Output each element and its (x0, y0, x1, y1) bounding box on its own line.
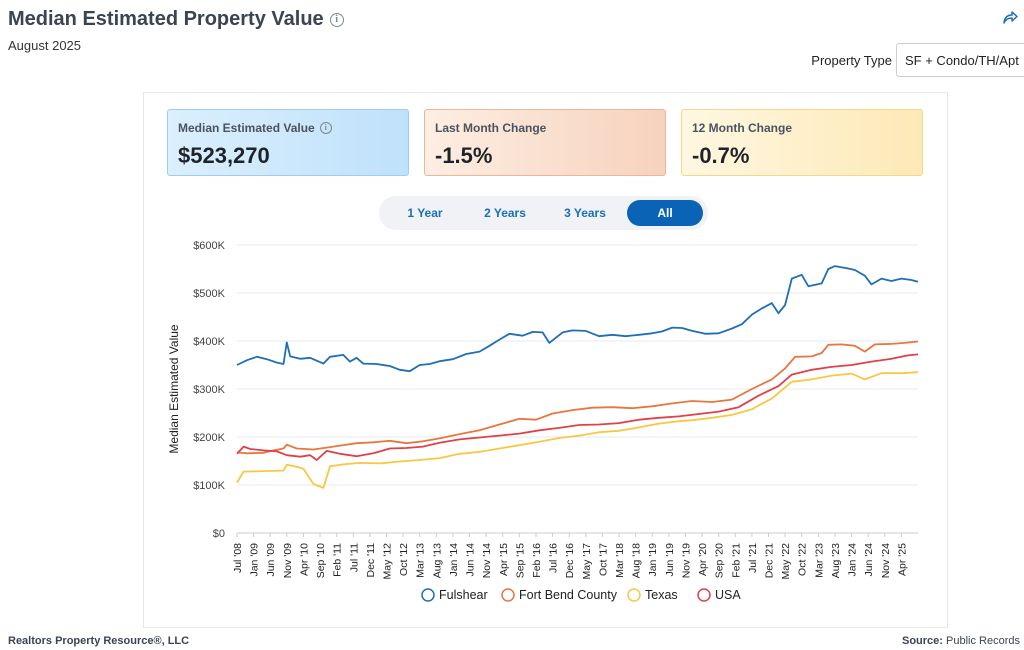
kpi-12-month-change: 12 Month Change -0.7% (681, 109, 923, 176)
x-tick-label: Feb '21 (730, 543, 742, 578)
x-tick-label: Nov '19 (680, 543, 692, 578)
legend-marker (697, 588, 711, 602)
y-tick-label: $500K (193, 288, 225, 300)
series-line-fulshear (236, 265, 919, 373)
page-subtitle: August 2025 (8, 38, 82, 53)
x-tick-label: Oct '22 (797, 543, 809, 576)
x-tick-label: Apr '20 (697, 543, 709, 576)
range-all-button[interactable]: All (627, 200, 703, 226)
x-tick-label: Jul '08 (232, 543, 244, 573)
x-tick-label: Oct '12 (398, 543, 410, 576)
x-tick-label: Sep '20 (714, 543, 726, 578)
x-tick-label: Jan '24 (847, 543, 859, 577)
legend-item: Texas (645, 588, 678, 602)
x-tick-label: Nov '09 (282, 543, 294, 578)
x-tick-label: Jun '14 (465, 543, 477, 577)
x-tick-label: Jan '19 (647, 543, 659, 577)
y-tick-label: $600K (193, 240, 225, 252)
kpi-value: $523,270 (178, 143, 270, 168)
y-tick-label: $0 (213, 528, 225, 540)
info-icon[interactable]: i (329, 12, 344, 27)
x-tick-label: Sep '10 (315, 543, 327, 578)
kpi-label: Median Estimated Value i (178, 121, 398, 135)
property-type-label: Property Type (811, 52, 892, 68)
x-tick-label: May '22 (780, 543, 792, 580)
legend-item: Fulshear (439, 588, 488, 602)
x-tick-label: Jan '09 (249, 543, 261, 577)
kpi-label: Last Month Change (435, 121, 547, 135)
x-tick-label: Apr '15 (498, 543, 510, 576)
range-selector: 1 Year 2 Years 3 Years All (379, 196, 708, 230)
chart-panel (143, 92, 948, 628)
kpi-last-month-change: Last Month Change -1.5% (424, 109, 666, 176)
property-type-select[interactable]: SF + Condo/TH/Apt (896, 43, 1024, 77)
x-tick-label: Jul '11 (348, 543, 360, 572)
range-2-years-button[interactable]: 2 Years (484, 206, 526, 220)
x-tick-label: Apr '10 (298, 543, 310, 576)
y-tick-label: $400K (193, 336, 225, 348)
source-value: Public Records (946, 635, 1020, 647)
x-tick-label: Jul '21 (747, 543, 759, 573)
x-tick-label: May '12 (381, 543, 393, 580)
source-label: Source: (901, 635, 943, 647)
x-tick-label: Jul '16 (548, 543, 560, 573)
line-chart: $0 $100K $200K $300K $400K $500K $600K Median E… (167, 240, 919, 602)
x-tick-label: Nov '14 (481, 543, 493, 578)
y-axis-label: Median Estimated Value (167, 324, 181, 454)
series-line-fort-bend-county (236, 340, 919, 455)
kpi-label-text: Median Estimated Value (178, 121, 315, 135)
property-type-control: Property Type SF + Condo/TH/Apt (811, 43, 1024, 77)
legend-item: USA (715, 588, 741, 602)
x-tick-label: Jun '24 (863, 543, 875, 577)
x-tick-label: May '17 (581, 543, 593, 580)
legend-marker (501, 588, 515, 602)
footer-copyright: Realtors Property Resource®, LLC (8, 635, 190, 647)
series-line-usa (236, 353, 919, 461)
y-tick-label: $300K (193, 384, 225, 396)
x-tick-label: Sep '15 (514, 543, 526, 578)
y-tick-label: $100K (193, 480, 225, 492)
legend-marker (421, 588, 435, 602)
x-tick-label: Aug '23 (830, 543, 842, 578)
x-tick-label: Dec '16 (564, 543, 576, 578)
x-tick-label: Mar '18 (614, 543, 626, 578)
x-tick-label: Jun '19 (664, 543, 676, 577)
x-tick-label: Mar '23 (813, 543, 825, 578)
footer-source: Source: Public Records (902, 635, 1020, 647)
series-line-texas (236, 371, 919, 489)
x-tick-label: Feb '11 (332, 543, 344, 577)
range-3-years-button[interactable]: 3 Years (564, 206, 606, 220)
x-tick-label: Aug '18 (631, 543, 643, 578)
page-title-row: Median Estimated Property Value i (8, 8, 344, 31)
legend-item: Fort Bend County (519, 588, 618, 602)
x-tick-label: Apr '25 (896, 543, 908, 576)
range-1-year-button[interactable]: 1 Year (407, 206, 443, 220)
share-icon[interactable] (1002, 10, 1018, 26)
x-tick-label: Dec '21 (764, 543, 776, 578)
legend-marker (627, 588, 641, 602)
x-tick-label: Jun '09 (265, 543, 277, 577)
kpi-label: 12 Month Change (692, 121, 793, 135)
page-title: Median Estimated Property Value (8, 8, 324, 30)
x-tick-label: Oct '17 (597, 543, 609, 576)
x-tick-label: Mar '13 (415, 543, 427, 578)
x-tick-label: Jan '14 (448, 543, 460, 577)
x-tick-label: Feb '16 (531, 543, 543, 578)
kpi-value: -1.5% (435, 143, 493, 168)
kpi-value: -0.7% (692, 143, 750, 168)
kpi-median-value: Median Estimated Value i $523,270 (167, 109, 409, 176)
x-tick-label: Dec '11 (365, 543, 377, 578)
x-tick-label: Aug '13 (431, 543, 443, 578)
y-tick-label: $200K (193, 432, 225, 444)
x-tick-label: Nov '24 (880, 543, 892, 578)
info-icon[interactable]: i (319, 122, 332, 134)
